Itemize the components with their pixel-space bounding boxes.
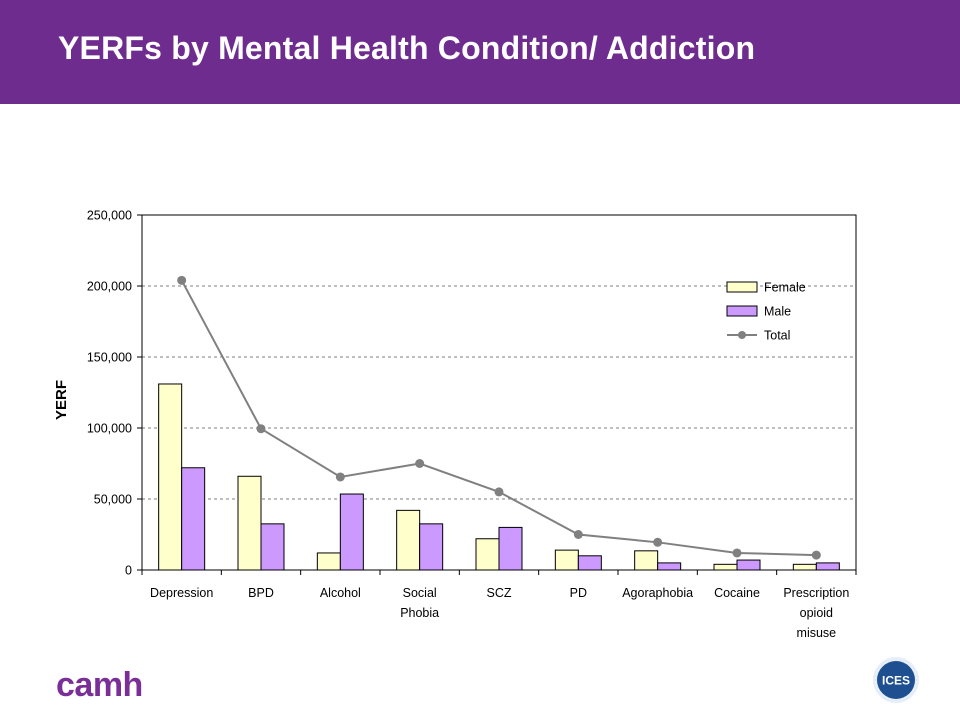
y-tick-label: 0 [125, 564, 132, 578]
x-category-label: Agoraphobia [622, 586, 693, 600]
bar-female [475, 538, 500, 571]
series-line-total [180, 279, 817, 557]
bar-male [339, 493, 364, 571]
bar-male [419, 523, 444, 571]
y-tick-label: 50,000 [94, 493, 132, 507]
x-category-label: Alcohol [320, 586, 361, 600]
point-total [811, 550, 821, 560]
x-category-label: SCZ [487, 586, 512, 600]
bar-male [260, 523, 285, 571]
y-tick-label: 150,000 [87, 351, 132, 365]
point-total [653, 537, 663, 547]
y-tick-label: 200,000 [87, 280, 132, 294]
bar-female [634, 550, 659, 571]
legend-label-total: Total [764, 329, 790, 343]
camh-logo-text: camh [56, 666, 143, 704]
legend-swatch-female [726, 281, 758, 293]
bar-female [237, 475, 262, 571]
x-category-label: Social Phobia [400, 586, 439, 620]
y-tick-label: 250,000 [87, 209, 132, 223]
x-category-label: BPD [248, 586, 274, 600]
point-total [573, 530, 583, 539]
bar-female [554, 549, 579, 571]
bar-male [181, 467, 206, 571]
x-category-label: Prescription opioid misuse [783, 586, 849, 640]
x-category-label: Cocaine [714, 586, 760, 600]
legend-swatch-male [726, 305, 758, 317]
ices-logo-text: ICES [882, 674, 910, 688]
bar-male [577, 555, 602, 571]
point-total [494, 487, 504, 497]
point-total [177, 275, 187, 285]
bar-female [792, 563, 817, 571]
bar-male [498, 526, 523, 571]
x-category-label: Depression [150, 586, 213, 600]
bar-female [158, 383, 183, 571]
y-axis-label: YERF [53, 380, 70, 420]
legend-label-male: Male [764, 305, 791, 319]
title-banner: YERFs by Mental Health Condition/ Addict… [0, 0, 960, 104]
y-tick-label: 100,000 [87, 422, 132, 436]
camh-logo: camh [56, 666, 143, 705]
legend-marker-total [738, 331, 746, 339]
point-total [415, 459, 425, 468]
bar-male [657, 562, 682, 571]
point-total [335, 472, 345, 482]
point-total [256, 424, 266, 434]
x-category-label: PD [570, 586, 587, 600]
plot-frame [141, 214, 857, 571]
slide-title: YERFs by Mental Health Condition/ Addict… [58, 30, 756, 66]
bar-female [316, 552, 341, 571]
legend-label-female: Female [764, 281, 806, 295]
bar-male [815, 562, 840, 571]
point-total [732, 548, 742, 558]
ices-logo: ICES [873, 657, 919, 703]
bar-male [736, 559, 761, 571]
bar-female [396, 509, 421, 571]
bar-female [713, 563, 738, 571]
